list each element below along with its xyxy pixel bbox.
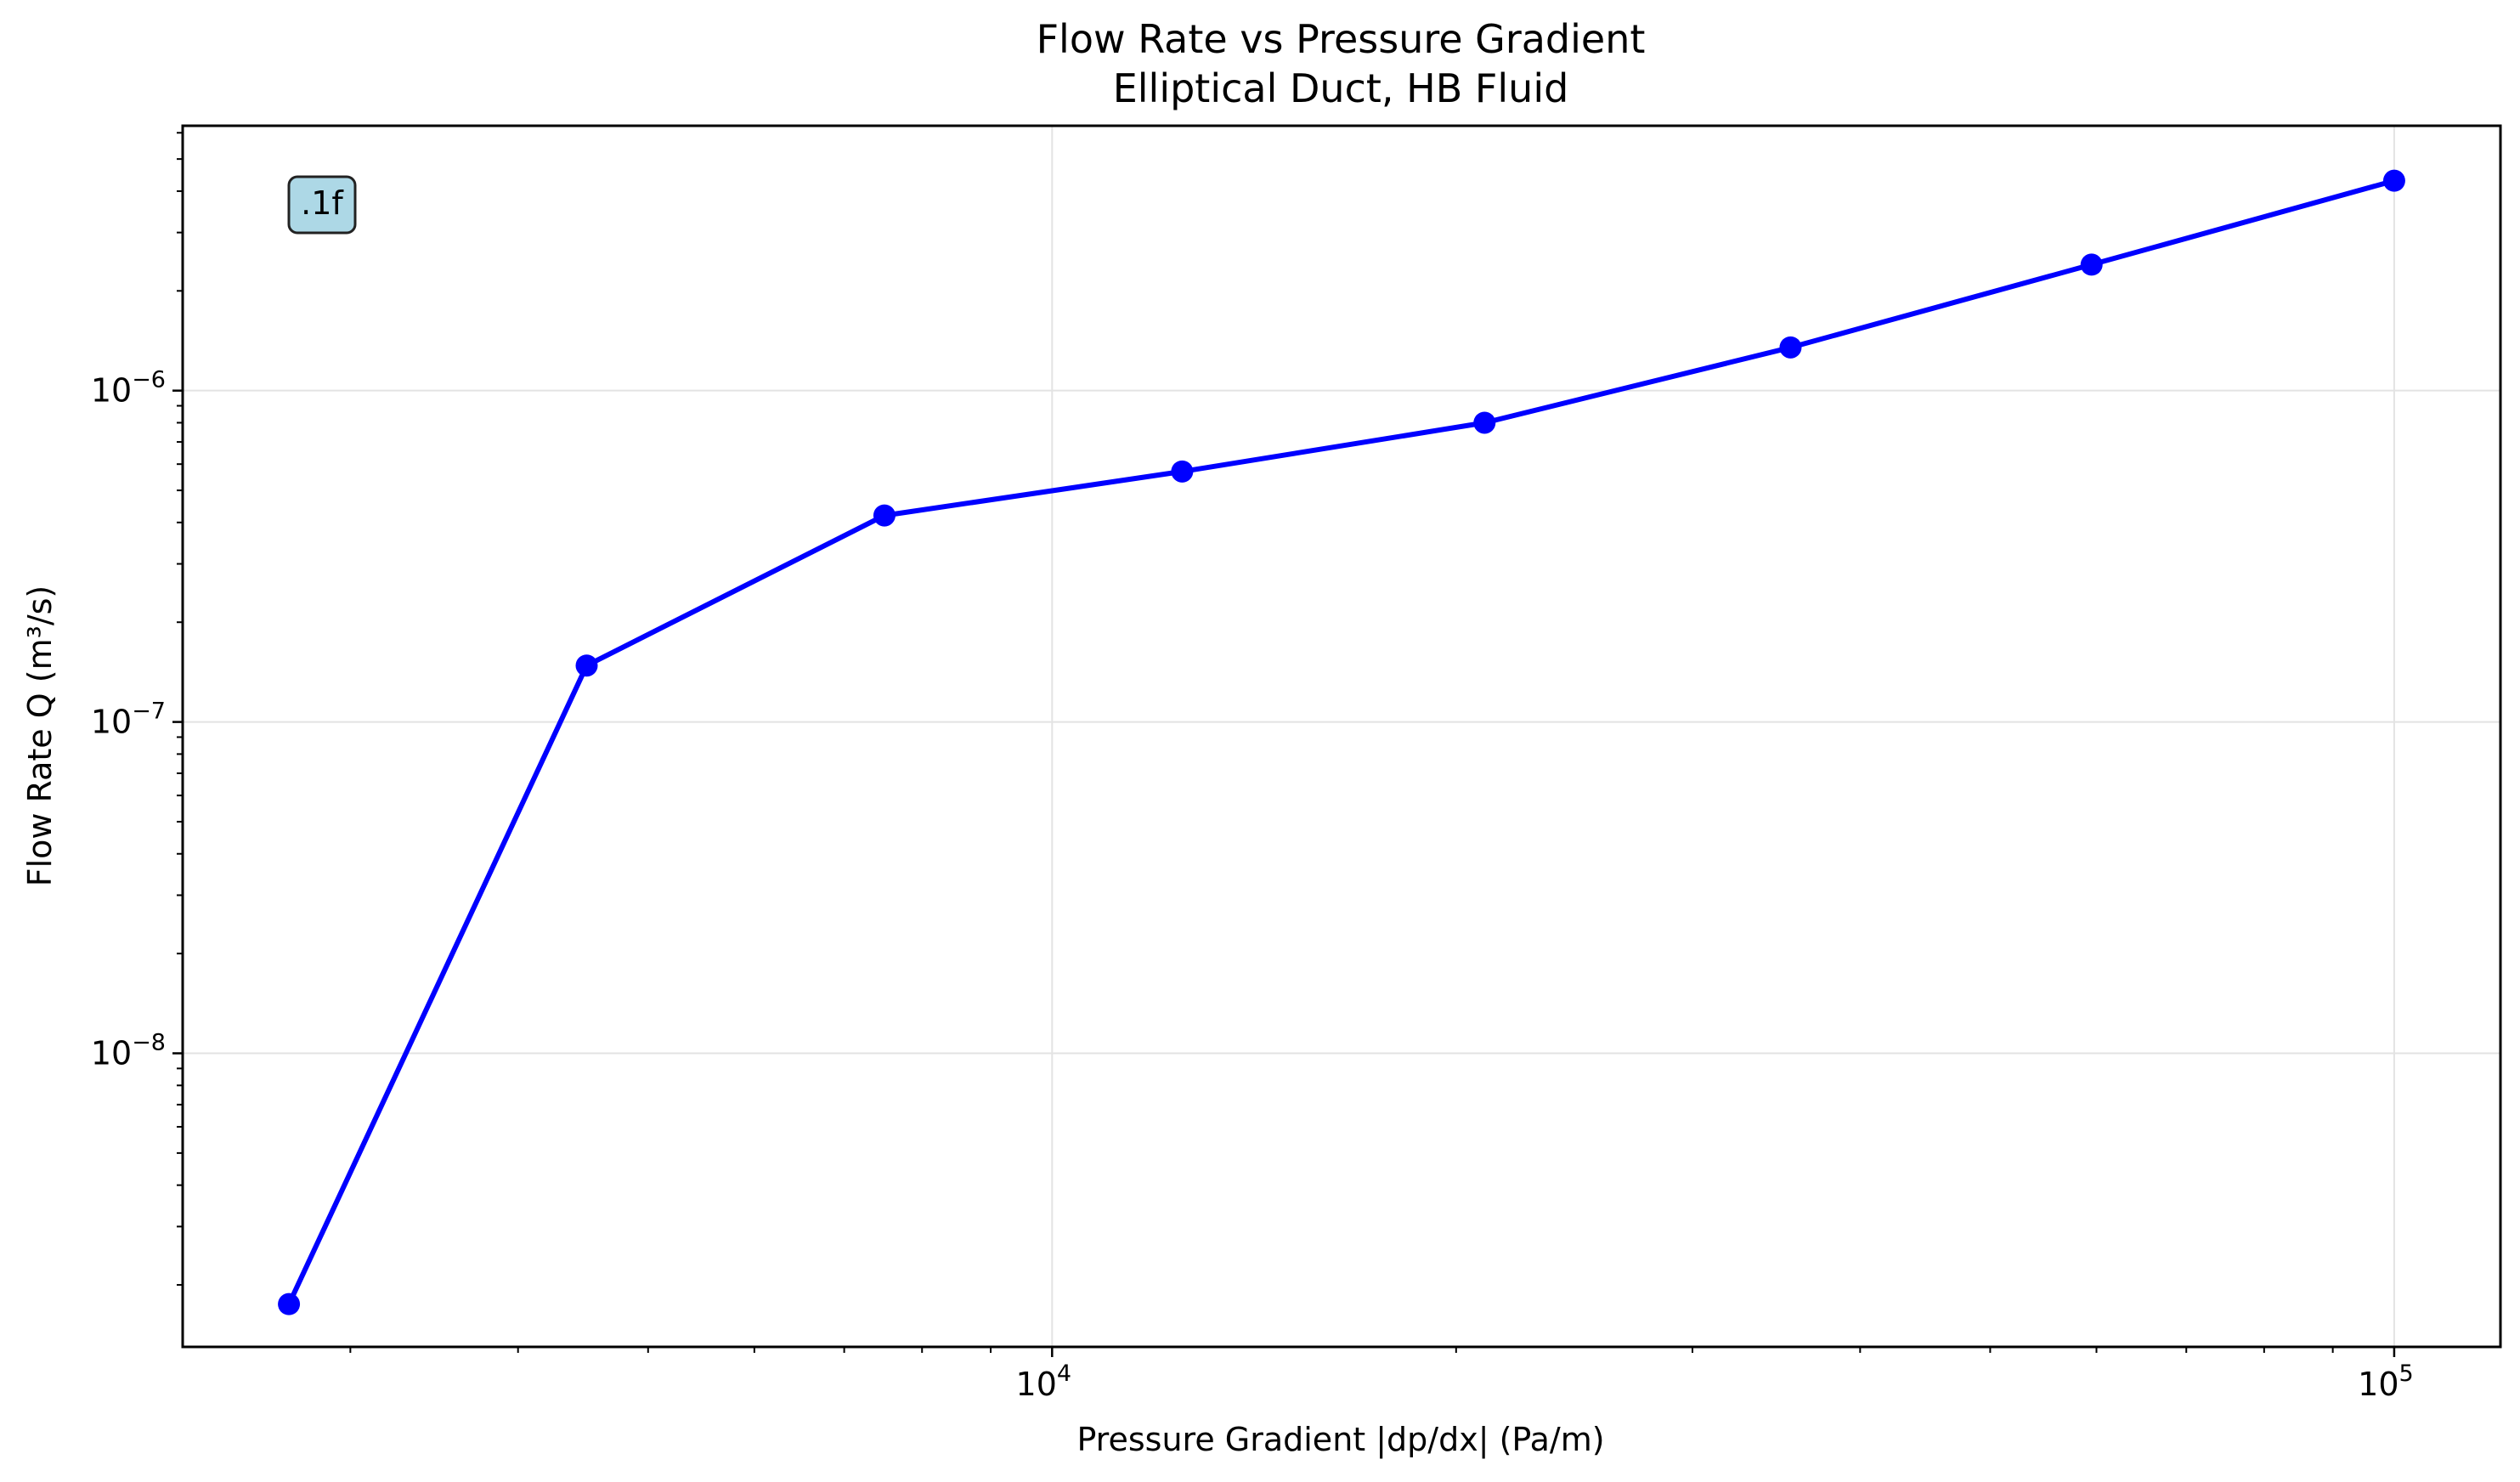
data-point-marker [575,654,598,677]
chart-title: Flow Rate vs Pressure Gradient [1037,16,1646,62]
chart-subtitle: Elliptical Duct, HB Fluid [1113,65,1569,111]
y-tick-label: 10−6 [91,367,166,410]
y-tick-exponent: −7 [132,699,166,725]
data-point-marker [1171,460,1194,483]
data-point-marker [873,504,896,527]
data-point-marker [278,1293,301,1315]
y-tick-exponent: −8 [132,1030,166,1056]
data-point-marker [2382,169,2405,192]
series-layer [278,169,2405,1315]
annotation-background [287,175,357,235]
plot-frame [181,124,2502,1349]
data-point-marker [2080,253,2103,276]
annotation-box: .1f [287,175,357,235]
data-point-marker [1473,411,1496,434]
x-tick-exponent: 5 [2399,1360,2414,1387]
series-line [286,178,2397,1307]
x-tick-exponent: 4 [1057,1360,1071,1387]
data-point-marker [1779,336,1802,359]
annotation-text: .1f [301,184,344,222]
x-axis-label: Pressure Gradient |dp/dx| (Pa/m) [1076,1421,1604,1459]
y-tick-exponent: −6 [132,367,166,393]
y-axis-label: Flow Rate Q (m³/s) [21,585,59,887]
grid-lines [183,126,2500,1347]
